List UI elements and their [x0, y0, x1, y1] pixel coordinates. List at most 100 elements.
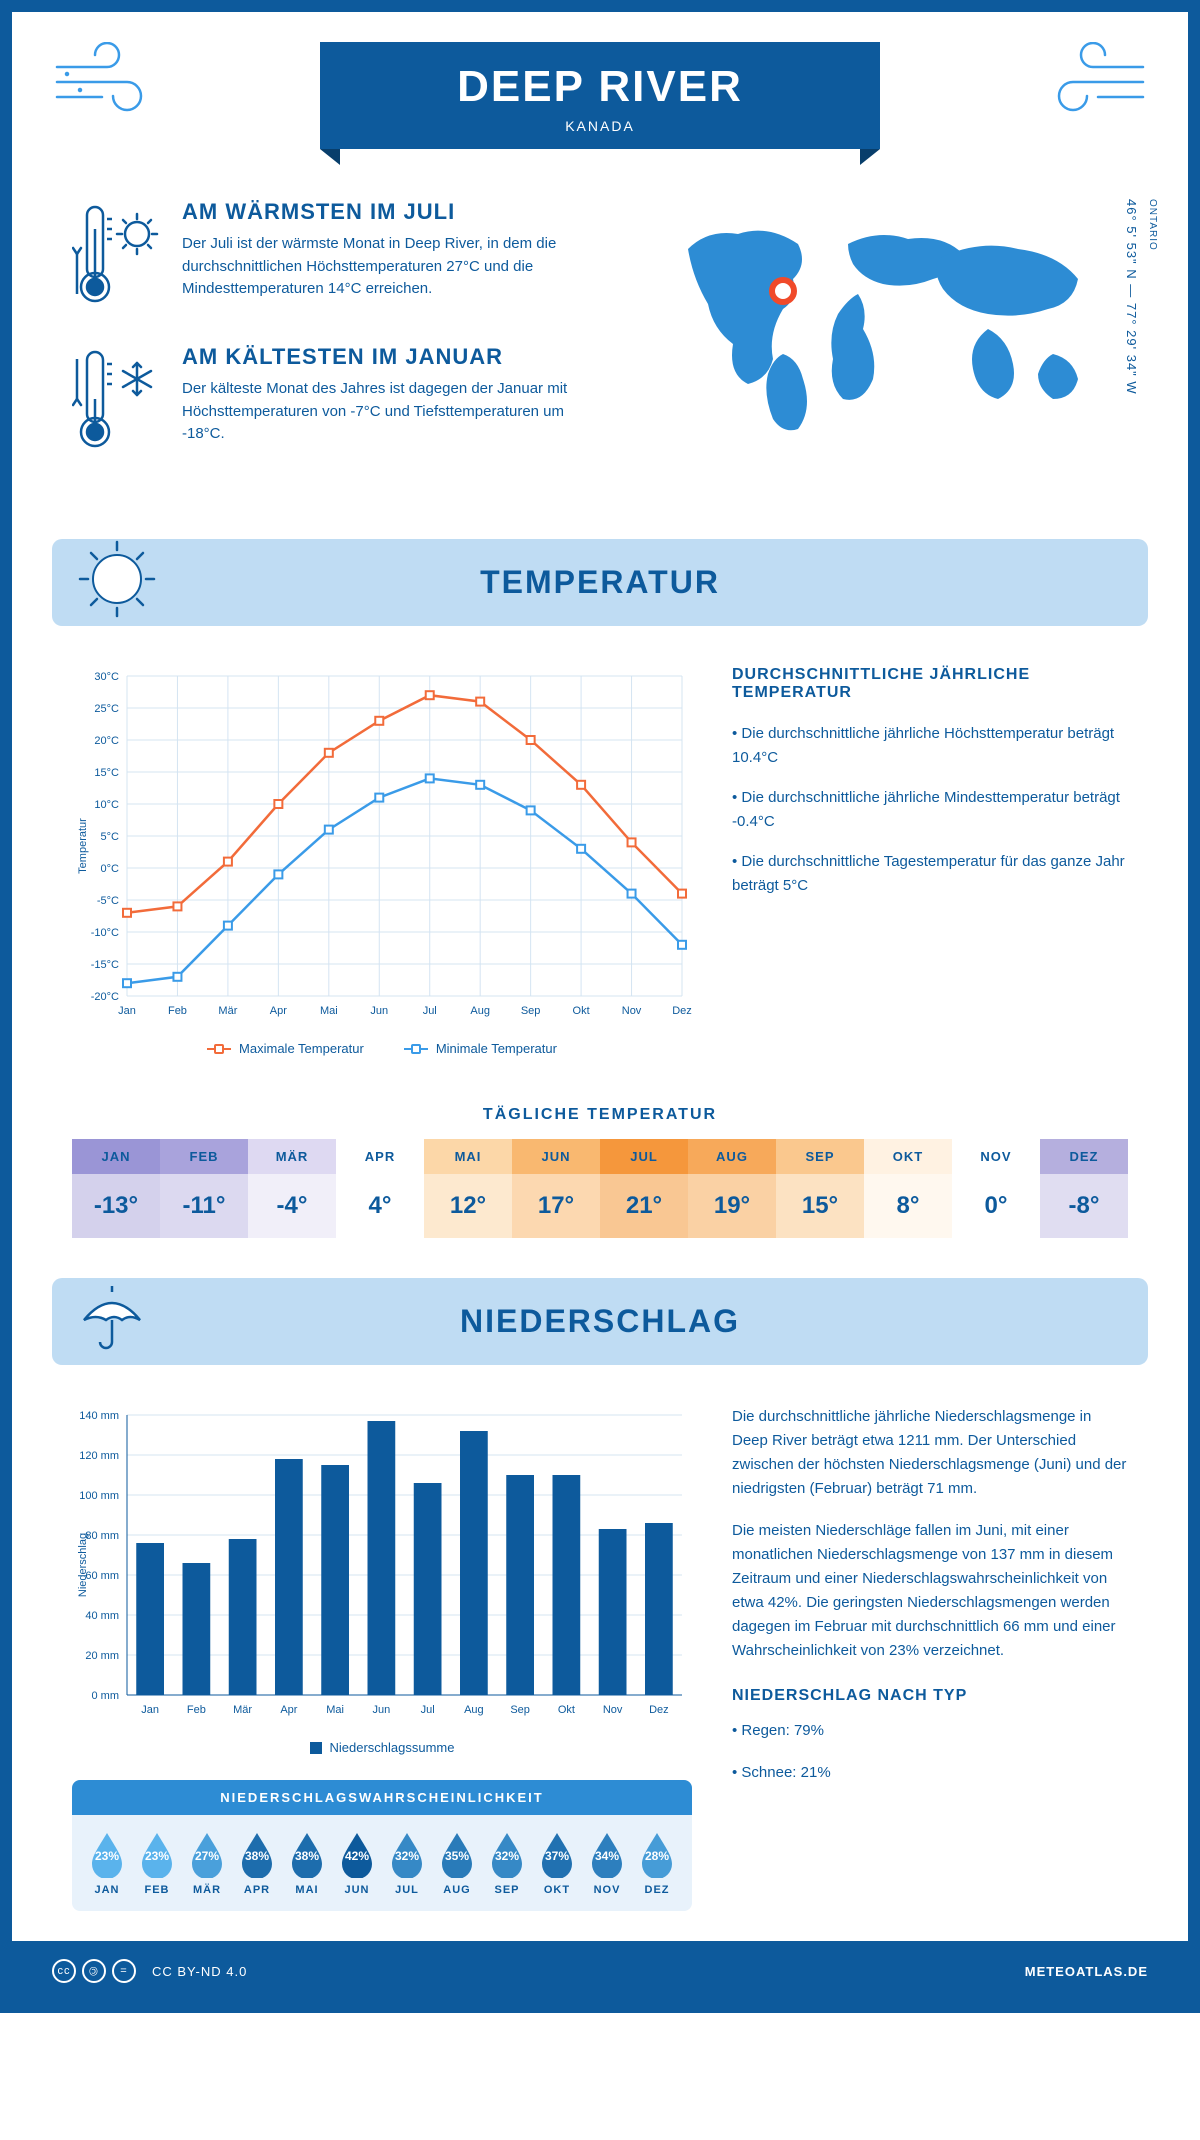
warm-title: AM WÄRMSTEN IM JULI — [182, 199, 608, 225]
svg-text:Mär: Mär — [218, 1005, 237, 1017]
prob-cell: 32%SEP — [482, 1830, 532, 1896]
prob-cell: 34%NOV — [582, 1830, 632, 1896]
cold-title: AM KÄLTESTEN IM JANUAR — [182, 344, 608, 370]
precip-heading: NIEDERSCHLAG — [460, 1303, 740, 1339]
prob-cell: 38%APR — [232, 1830, 282, 1896]
svg-text:15°C: 15°C — [94, 767, 119, 779]
daily-temp-cell: AUG19° — [688, 1139, 776, 1238]
prob-cell: 38%MAI — [282, 1830, 332, 1896]
legend-min: Minimale Temperatur — [404, 1041, 557, 1056]
precip-type-heading: NIEDERSCHLAG NACH TYP — [732, 1683, 1128, 1709]
svg-text:80 mm: 80 mm — [85, 1530, 119, 1542]
daily-temp-cell: MAI12° — [424, 1139, 512, 1238]
svg-text:Nov: Nov — [622, 1005, 642, 1017]
daily-temp-cell: JUL21° — [600, 1139, 688, 1238]
footer: cc 🄯 = CC BY-ND 4.0 METEOATLAS.DE — [12, 1941, 1188, 2001]
warm-fact: AM WÄRMSTEN IM JULI Der Juli ist der wär… — [72, 199, 608, 314]
cold-text: Der kälteste Monat des Jahres ist dagege… — [182, 378, 608, 446]
temp-bullet: • Die durchschnittliche jährliche Mindes… — [732, 786, 1128, 834]
temp-chart: -20°C-15°C-10°C-5°C0°C5°C10°C15°C20°C25°… — [72, 666, 692, 1056]
page-title: DEEP RIVER — [400, 62, 800, 112]
svg-text:Dez: Dez — [672, 1005, 692, 1017]
svg-text:-15°C: -15°C — [91, 959, 119, 971]
prob-cell: 23%JAN — [82, 1830, 132, 1896]
svg-text:0°C: 0°C — [101, 863, 120, 875]
temp-annual-text: DURCHSCHNITTLICHE JÄHRLICHE TEMPERATUR •… — [732, 666, 1128, 1056]
page-subtitle: KANADA — [400, 118, 800, 134]
svg-text:10°C: 10°C — [94, 799, 119, 811]
svg-text:Apr: Apr — [270, 1005, 287, 1017]
svg-text:100 mm: 100 mm — [79, 1490, 119, 1502]
prob-cell: 28%DEZ — [632, 1830, 682, 1896]
svg-text:Sep: Sep — [521, 1005, 541, 1017]
precip-type-bullet: • Schnee: 21% — [732, 1761, 1128, 1785]
sun-icon — [72, 534, 162, 632]
svg-text:Feb: Feb — [168, 1005, 187, 1017]
daily-temp-cell: MÄR-4° — [248, 1139, 336, 1238]
prob-cell: 42%JUN — [332, 1830, 382, 1896]
warm-text: Der Juli ist der wärmste Monat in Deep R… — [182, 233, 608, 301]
prob-cell: 35%AUG — [432, 1830, 482, 1896]
prob-cell: 27%MÄR — [182, 1830, 232, 1896]
svg-text:Okt: Okt — [558, 1704, 575, 1716]
svg-text:-10°C: -10°C — [91, 927, 119, 939]
svg-text:60 mm: 60 mm — [85, 1570, 119, 1582]
thermometer-sun-icon — [72, 199, 162, 314]
cc-icon: cc — [52, 1959, 76, 1983]
temp-bullet: • Die durchschnittliche jährliche Höchst… — [732, 722, 1128, 770]
info-row: AM WÄRMSTEN IM JULI Der Juli ist der wär… — [12, 199, 1188, 519]
daily-temp-cell: SEP15° — [776, 1139, 864, 1238]
svg-text:120 mm: 120 mm — [79, 1450, 119, 1462]
svg-text:Temperatur: Temperatur — [77, 818, 89, 874]
coordinates: ONTARIO 46° 5' 53" N — 77° 29' 34" W — [1124, 199, 1158, 489]
svg-text:0 mm: 0 mm — [92, 1690, 120, 1702]
svg-text:Jan: Jan — [118, 1005, 136, 1017]
precip-p1: Die durchschnittliche jährliche Niedersc… — [732, 1405, 1128, 1501]
prob-cell: 23%FEB — [132, 1830, 182, 1896]
svg-text:Nov: Nov — [603, 1704, 623, 1716]
daily-temp-cell: JAN-13° — [72, 1139, 160, 1238]
svg-text:Feb: Feb — [187, 1704, 206, 1716]
coords-label: 46° 5' 53" N — 77° 29' 34" W — [1124, 199, 1139, 489]
precip-section-banner: NIEDERSCHLAG — [52, 1278, 1148, 1365]
nd-icon: = — [112, 1959, 136, 1983]
svg-text:30°C: 30°C — [94, 671, 119, 683]
svg-text:5°C: 5°C — [101, 831, 120, 843]
precip-type-bullet: • Regen: 79% — [732, 1719, 1128, 1743]
svg-text:Apr: Apr — [280, 1704, 297, 1716]
svg-text:25°C: 25°C — [94, 703, 119, 715]
daily-temp-cell: DEZ-8° — [1040, 1139, 1128, 1238]
prob-cell: 37%OKT — [532, 1830, 582, 1896]
temp-text-heading: DURCHSCHNITTLICHE JÄHRLICHE TEMPERATUR — [732, 666, 1128, 702]
daily-temp-cell: FEB-11° — [160, 1139, 248, 1238]
svg-text:20 mm: 20 mm — [85, 1650, 119, 1662]
svg-text:140 mm: 140 mm — [79, 1410, 119, 1422]
precip-p2: Die meisten Niederschläge fallen im Juni… — [732, 1519, 1128, 1663]
svg-text:-20°C: -20°C — [91, 991, 119, 1003]
svg-text:40 mm: 40 mm — [85, 1610, 119, 1622]
precip-description: Die durchschnittliche jährliche Niedersc… — [732, 1405, 1128, 1911]
daily-temp-cell: APR4° — [336, 1139, 424, 1238]
svg-text:Dez: Dez — [649, 1704, 669, 1716]
site-name: METEOATLAS.DE — [1025, 1964, 1148, 1979]
header: DEEP RIVER KANADA — [12, 12, 1188, 199]
svg-text:Sep: Sep — [510, 1704, 530, 1716]
precip-chart: 0 mm 20 mm 40 mm 60 mm 80 mm 100 mm 120 mm 140 … — [72, 1405, 692, 1755]
daily-temp-table: JAN-13°FEB-11°MÄR-4°APR4°MAI12°JUN17°JUL… — [72, 1139, 1128, 1238]
title-banner: DEEP RIVER KANADA — [320, 42, 880, 149]
svg-text:Jun: Jun — [370, 1005, 388, 1017]
svg-text:Mai: Mai — [320, 1005, 338, 1017]
thermometer-snow-icon — [72, 344, 162, 459]
daily-temp-heading: TÄGLICHE TEMPERATUR — [12, 1106, 1188, 1124]
temp-bullet: • Die durchschnittliche Tagestemperatur … — [732, 850, 1128, 898]
svg-text:Jan: Jan — [141, 1704, 159, 1716]
wind-icon — [1038, 42, 1148, 127]
cold-fact: AM KÄLTESTEN IM JANUAR Der kälteste Mona… — [72, 344, 608, 459]
legend-max: Maximale Temperatur — [207, 1041, 364, 1056]
umbrella-icon — [72, 1278, 152, 1366]
svg-text:Aug: Aug — [470, 1005, 490, 1017]
precip-probability: NIEDERSCHLAGSWAHRSCHEINLICHKEIT 23%JAN23… — [72, 1780, 692, 1911]
svg-text:Jul: Jul — [423, 1005, 437, 1017]
svg-text:20°C: 20°C — [94, 735, 119, 747]
legend-precip: Niederschlagssumme — [310, 1740, 455, 1755]
